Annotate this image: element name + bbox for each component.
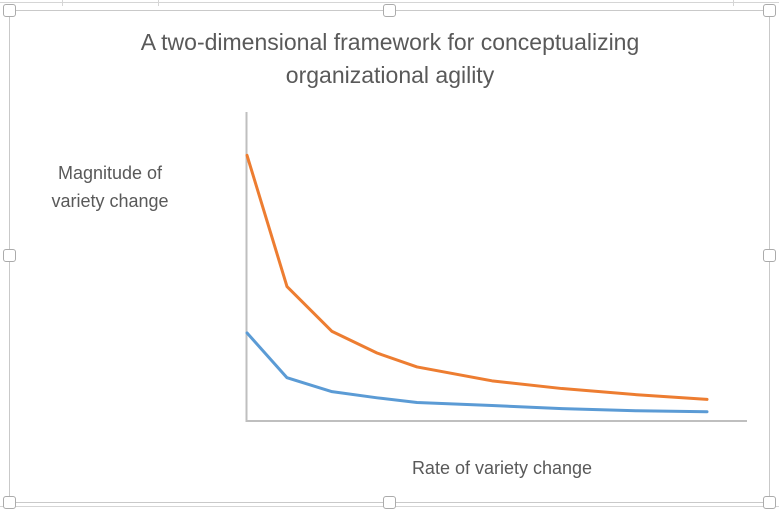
high-magnitude-curve-series-line[interactable] xyxy=(245,153,709,401)
selection-handle-top-center[interactable] xyxy=(383,4,396,17)
selection-handle-middle-left[interactable] xyxy=(3,249,16,262)
low-magnitude-curve-series-line[interactable] xyxy=(245,331,709,414)
x-axis-label[interactable]: Rate of variety change xyxy=(411,458,593,478)
selection-handle-bottom-right[interactable] xyxy=(763,496,776,509)
y-axis-label[interactable]: Magnitude of variety change xyxy=(51,163,169,211)
selection-handle-top-right[interactable] xyxy=(763,4,776,17)
chart-title[interactable]: A two-dimensional framework for conceptu… xyxy=(140,29,640,88)
selection-handle-top-left[interactable] xyxy=(3,4,16,17)
selection-handle-bottom-left[interactable] xyxy=(3,496,16,509)
excel-column-tick xyxy=(62,0,63,6)
excel-column-tick xyxy=(158,0,159,6)
selection-handle-middle-right[interactable] xyxy=(763,249,776,262)
excel-column-tick xyxy=(733,0,734,6)
excel-gridline-top xyxy=(0,2,779,3)
selection-handle-bottom-center[interactable] xyxy=(383,496,396,509)
